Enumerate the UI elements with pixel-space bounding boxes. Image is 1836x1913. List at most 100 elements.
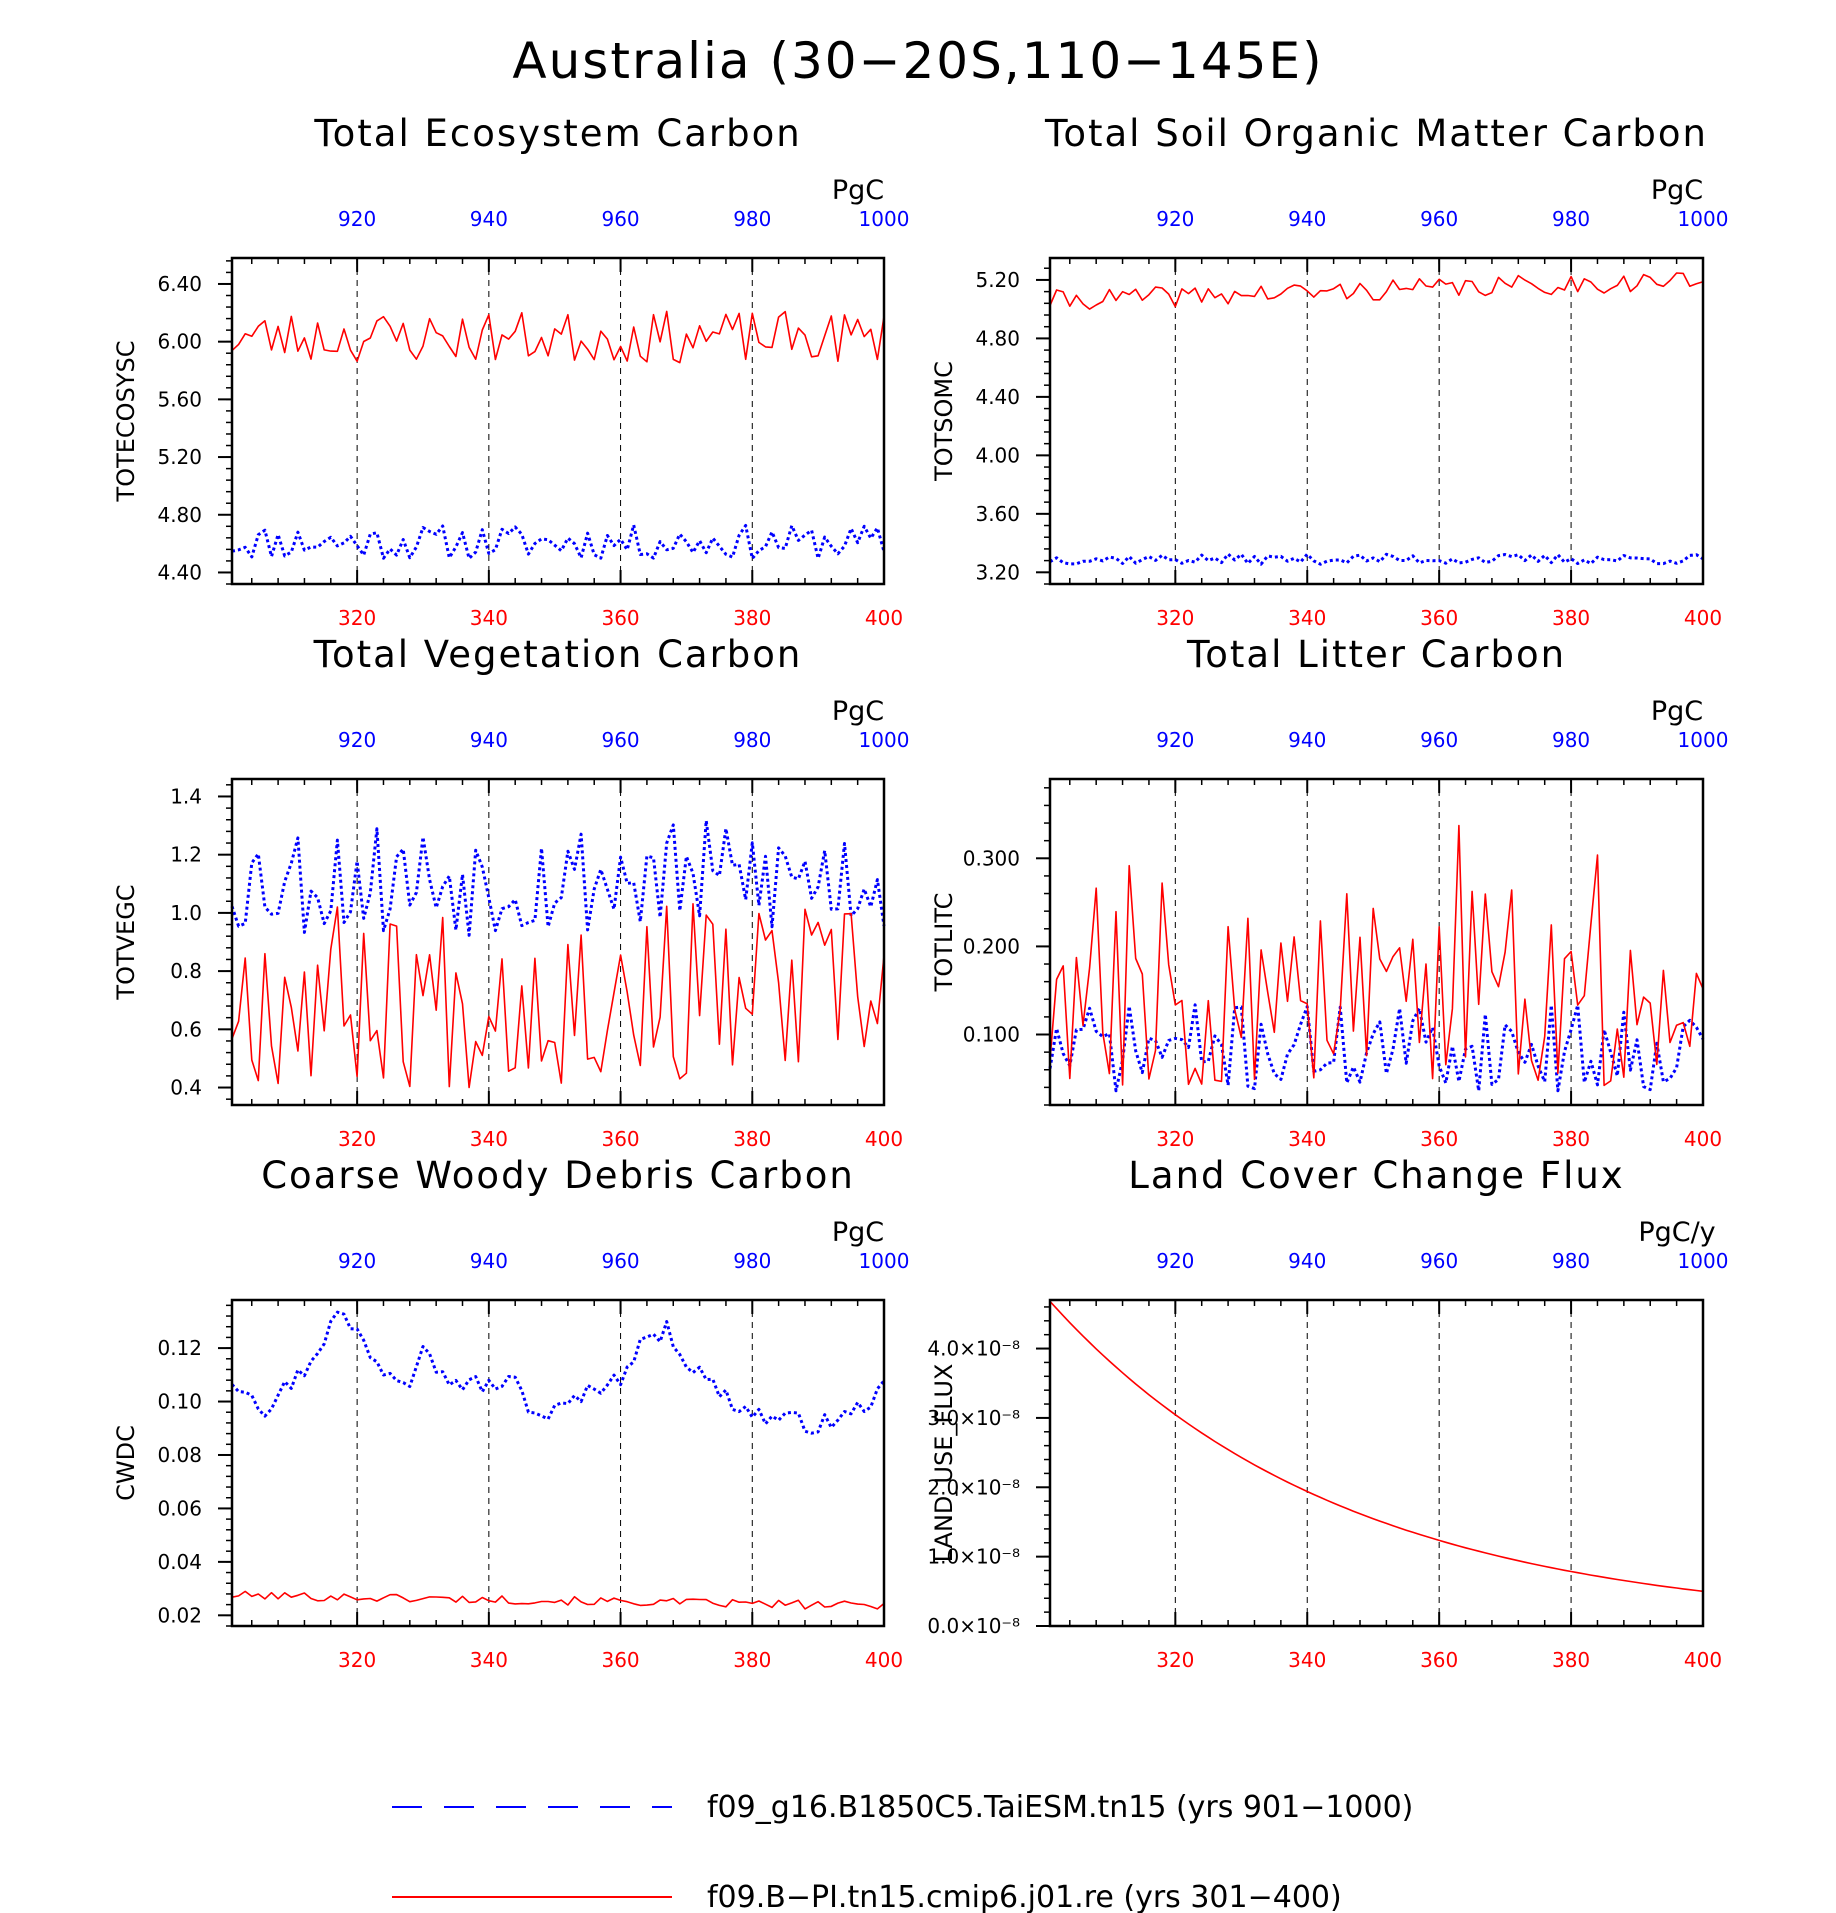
x-tick-label-bottom: 400 — [1684, 1127, 1722, 1151]
legend: f09_g16.B1850C5.TaiESM.tn15 (yrs 901−100… — [392, 1790, 1413, 1913]
chart-panel: Total Vegetation Carbon PgC TOTVEGC 320 340 3… — [112, 633, 909, 1151]
series-line-taiesm — [230, 819, 886, 937]
unit-label: PgC/y — [1638, 1217, 1715, 1248]
x-tick-label-top: 920 — [338, 728, 376, 752]
y-tick-label: 5.20 — [157, 445, 202, 469]
y-tick-label: 5.20 — [975, 268, 1020, 292]
series-line-taiesm — [1049, 552, 1704, 566]
x-tick-label-bottom: 380 — [1552, 1127, 1590, 1151]
plot-frame — [230, 256, 886, 586]
y-tick-label: 0.10 — [157, 1390, 202, 1414]
x-tick-label-bottom: 360 — [601, 606, 639, 630]
x-tick-label-top: 960 — [1420, 1249, 1458, 1273]
unit-label: PgC — [832, 175, 884, 206]
chart-panel: Total Ecosystem Carbon PgC TOTECOSYSC 320 34… — [112, 112, 909, 630]
chart-panel: Land Cover Change Flux PgC/y LAND_USE_FLUX… — [927, 1154, 1728, 1672]
plot-frame — [230, 777, 886, 1107]
panel-title: Total Litter Carbon — [1186, 633, 1566, 676]
x-tick-label-bottom: 380 — [1552, 1648, 1590, 1672]
x-tick-label-top: 940 — [1288, 207, 1326, 231]
series-line-cmip6 — [231, 1590, 885, 1610]
y-axis-label: TOTLITC — [930, 893, 958, 993]
series-line-cmip6 — [1049, 1300, 1704, 1593]
x-tick-label-top: 1000 — [859, 207, 910, 231]
series-line-taiesm — [230, 1310, 886, 1435]
panel-title: Coarse Woody Debris Carbon — [261, 1154, 855, 1197]
y-tick-label: 0.4 — [170, 1076, 202, 1100]
x-tick-label-top: 960 — [1420, 728, 1458, 752]
panel-title: Total Vegetation Carbon — [313, 633, 803, 676]
x-tick-label-top: 940 — [1288, 1249, 1326, 1273]
x-tick-label-bottom: 380 — [733, 1127, 771, 1151]
plot-frame — [1048, 256, 1705, 586]
y-tick-label: 0.200 — [963, 934, 1020, 958]
y-tick-label: 4.80 — [157, 503, 202, 527]
x-tick-label-top: 940 — [470, 1249, 508, 1273]
x-tick-label-top: 920 — [1156, 1249, 1194, 1273]
series-line-cmip6 — [231, 902, 885, 1089]
y-tick-label: 0.0×10⁻⁸ — [927, 1614, 1020, 1638]
chart-panel: Coarse Woody Debris Carbon PgC CWDC 320 340 3… — [112, 1154, 909, 1672]
x-tick-label-top: 1000 — [859, 1249, 910, 1273]
x-tick-label-bottom: 400 — [865, 1648, 903, 1672]
x-tick-label-top: 960 — [601, 1249, 639, 1273]
plot-frame — [1048, 777, 1705, 1107]
x-tick-label-top: 940 — [470, 728, 508, 752]
unit-label: PgC — [1651, 175, 1703, 206]
chart-panel: Total Litter Carbon PgC TOTLITC 320 340 360 38… — [930, 633, 1728, 1151]
x-tick-label-bottom: 340 — [1288, 1127, 1326, 1151]
x-tick-label-top: 980 — [1552, 728, 1590, 752]
x-tick-label-top: 920 — [338, 1249, 376, 1273]
y-tick-label: 4.0×10⁻⁸ — [927, 1337, 1020, 1361]
series-line-cmip6 — [1049, 272, 1704, 310]
panel-title: Total Soil Organic Matter Carbon — [1044, 112, 1708, 155]
x-tick-label-bottom: 340 — [470, 1648, 508, 1672]
x-tick-label-top: 1000 — [1678, 1249, 1729, 1273]
x-tick-label-top: 940 — [470, 207, 508, 231]
x-tick-label-top: 980 — [1552, 1249, 1590, 1273]
x-tick-label-bottom: 320 — [1156, 1127, 1194, 1151]
y-tick-label: 1.4 — [170, 784, 202, 808]
x-tick-label-top: 1000 — [1678, 728, 1729, 752]
y-tick-label: 1.0 — [170, 901, 202, 925]
x-tick-label-top: 920 — [1156, 728, 1194, 752]
x-tick-label-top: 1000 — [1678, 207, 1729, 231]
x-tick-label-top: 1000 — [859, 728, 910, 752]
y-tick-label: 0.8 — [170, 959, 202, 983]
y-tick-label: 4.40 — [157, 560, 202, 584]
y-tick-label: 4.00 — [975, 443, 1020, 467]
y-axis-label: TOTSOMC — [930, 361, 958, 482]
x-tick-label-top: 920 — [338, 207, 376, 231]
x-tick-label-top: 920 — [1156, 207, 1194, 231]
x-tick-label-top: 960 — [1420, 207, 1458, 231]
y-tick-label: 3.0×10⁻⁸ — [927, 1406, 1020, 1430]
x-tick-label-bottom: 400 — [1684, 606, 1722, 630]
x-tick-label-top: 960 — [601, 207, 639, 231]
y-tick-label: 0.08 — [157, 1443, 202, 1467]
y-tick-label: 5.60 — [157, 387, 202, 411]
x-tick-label-bottom: 360 — [1420, 1648, 1458, 1672]
x-tick-label-bottom: 340 — [1288, 1648, 1326, 1672]
panel-title: Total Ecosystem Carbon — [313, 112, 801, 155]
y-tick-label: 4.40 — [975, 385, 1020, 409]
chart-panel: Total Soil Organic Matter Carbon PgC TOTSO… — [930, 112, 1728, 630]
x-tick-label-bottom: 320 — [1156, 606, 1194, 630]
y-tick-label: 0.100 — [963, 1023, 1020, 1047]
y-tick-label: 1.0×10⁻⁸ — [927, 1545, 1020, 1569]
x-tick-label-bottom: 340 — [470, 606, 508, 630]
plot-frame — [230, 1298, 886, 1628]
series-line-cmip6 — [231, 310, 885, 364]
x-tick-label-bottom: 320 — [338, 1127, 376, 1151]
x-tick-label-bottom: 360 — [1420, 606, 1458, 630]
y-axis-label: CWDC — [112, 1425, 140, 1501]
x-tick-label-top: 980 — [733, 728, 771, 752]
x-tick-label-top: 940 — [1288, 728, 1326, 752]
unit-label: PgC — [832, 696, 884, 727]
series-line-taiesm — [1048, 1003, 1705, 1093]
x-tick-label-bottom: 400 — [865, 606, 903, 630]
legend-label-2: f09.B−PI.tn15.cmip6.j01.re (yrs 301−400) — [707, 1880, 1342, 1913]
y-tick-label: 0.02 — [157, 1603, 202, 1627]
x-tick-label-bottom: 340 — [470, 1127, 508, 1151]
x-tick-label-bottom: 380 — [733, 1648, 771, 1672]
